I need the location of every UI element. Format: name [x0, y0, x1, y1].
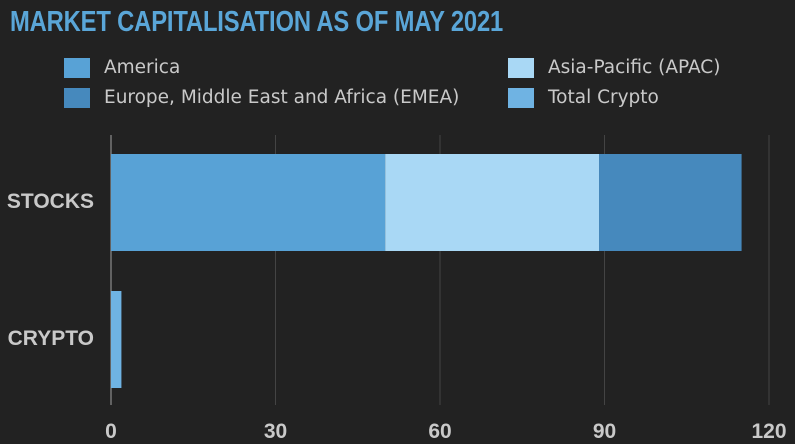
bar-segment	[111, 154, 386, 251]
category-label: CRYPTO	[8, 327, 94, 350]
legend-label: America	[104, 57, 181, 78]
legend-item-emea: Europe, Middle East and Africa (EMEA)	[64, 87, 459, 108]
x-tick-label: 30	[264, 420, 287, 443]
x-axis: 0 30 60 90 120	[105, 420, 786, 443]
legend-swatch	[64, 87, 90, 108]
legend-item-america: America	[64, 57, 180, 78]
bar-segment	[111, 291, 122, 388]
legend-swatch	[508, 87, 534, 108]
legend-label: Asia-Pacific (APAC)	[548, 57, 721, 78]
chart-title: MARKET CAPITALISATION AS OF MAY 2021	[10, 6, 504, 38]
legend-item-total-crypto: Total Crypto	[508, 87, 659, 108]
bar-segment	[385, 154, 600, 251]
x-tick-label: 60	[428, 420, 451, 443]
category-label: STOCKS	[7, 190, 94, 213]
legend-item-apac: Asia-Pacific (APAC)	[508, 57, 720, 78]
x-tick-label: 0	[105, 420, 117, 443]
legend-label: Europe, Middle East and Africa (EMEA)	[104, 87, 460, 108]
bar-segment	[599, 154, 742, 251]
legend-swatch	[508, 57, 534, 78]
x-tick-label: 120	[751, 420, 786, 443]
legend-label: Total Crypto	[548, 87, 659, 108]
bars	[111, 154, 742, 388]
category-labels: STOCKS CRYPTO	[7, 190, 94, 350]
x-tick-label: 90	[593, 420, 616, 443]
legend-swatch	[64, 57, 90, 78]
